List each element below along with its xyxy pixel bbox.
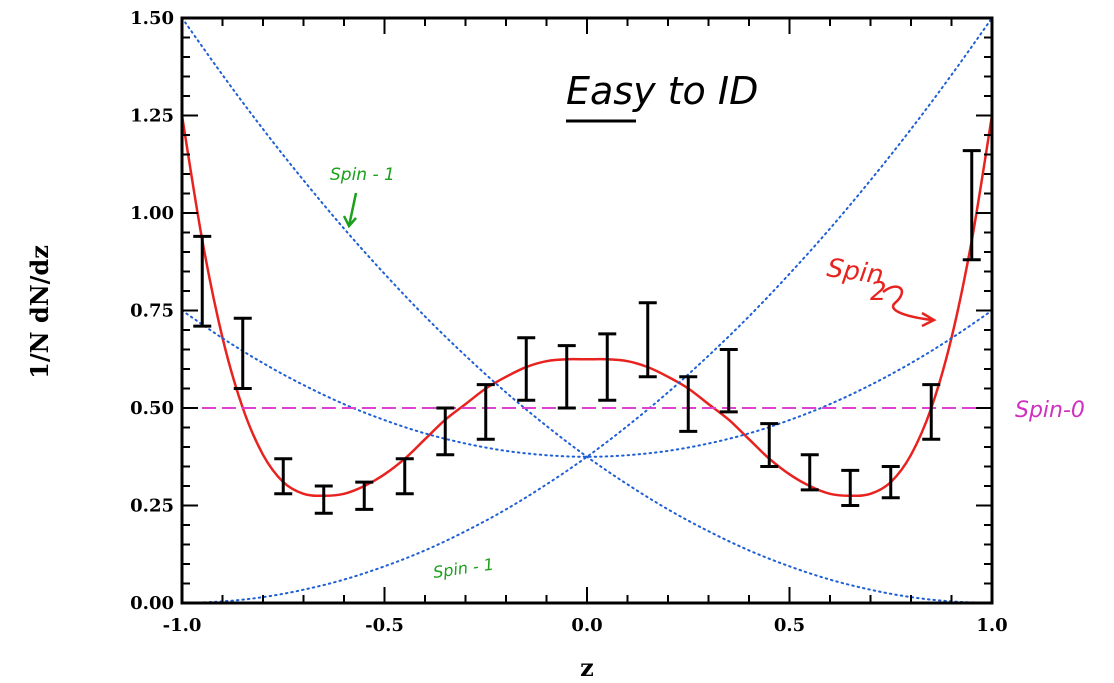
error-bar — [274, 457, 293, 496]
y-axis-title: 1/N dN/dz — [25, 245, 54, 379]
y-tick-label: 0.50 — [130, 398, 174, 419]
error-bar — [193, 234, 212, 328]
error-bar — [679, 375, 698, 433]
error-bar — [922, 383, 941, 441]
error-bar — [760, 422, 779, 468]
error-bar — [841, 468, 860, 507]
y-tick-label: 1.50 — [130, 8, 174, 29]
x-axis-title: z — [580, 653, 594, 682]
error-bar — [355, 480, 374, 511]
error-bar — [233, 316, 252, 390]
x-tick-label: -1.0 — [163, 615, 202, 636]
error-bar — [598, 332, 617, 402]
x-tick-label: 0.0 — [571, 615, 602, 636]
axis-ticks — [181, 17, 993, 604]
error-bar — [800, 453, 819, 492]
y-tick-label: 0.75 — [130, 301, 174, 322]
y-tick-label: 0.25 — [130, 496, 174, 517]
annotation-spin0: Spin-0 — [1015, 398, 1085, 423]
error-bar — [557, 344, 576, 410]
error-bar — [436, 406, 455, 457]
error-bars — [193, 149, 981, 515]
annotation-spin1-upper: Spin - 1 — [330, 165, 395, 185]
annotation-spin1-lower: Spin - 1 — [432, 555, 495, 582]
series-line-spin2 — [180, 115, 994, 498]
tick-labels: -1.0 -0.5 0.0 0.5 1.0 0.00 0.25 0.50 0.75 1.00 1.2… — [130, 8, 1008, 636]
error-bar — [962, 149, 981, 262]
series-line-spin1-1 — [181, 17, 993, 604]
error-bar — [881, 465, 900, 500]
annotation-easy-to-id: Easy to ID — [566, 69, 758, 113]
series-line-spin1-2 — [181, 17, 993, 604]
error-bar — [719, 348, 738, 414]
error-bar — [638, 301, 657, 379]
error-bar — [517, 336, 536, 402]
x-tick-label: 0.5 — [774, 615, 805, 636]
x-tick-label: 1.0 — [976, 615, 1007, 636]
series-line-spin1-3 — [181, 309, 993, 458]
x-tick-label: -0.5 — [365, 615, 404, 636]
annotation-spin2-line2: 2 — [870, 277, 887, 307]
y-tick-label: 1.00 — [130, 203, 174, 224]
annotation-spin1-arrow — [342, 192, 358, 229]
error-bar — [476, 383, 495, 441]
plot-curves — [180, 17, 994, 604]
error-bar — [314, 484, 333, 515]
annotation-spin2-arrow — [882, 285, 937, 328]
error-bar — [395, 457, 414, 496]
y-tick-label: 0.00 — [130, 593, 174, 614]
y-tick-label: 1.25 — [130, 106, 174, 127]
